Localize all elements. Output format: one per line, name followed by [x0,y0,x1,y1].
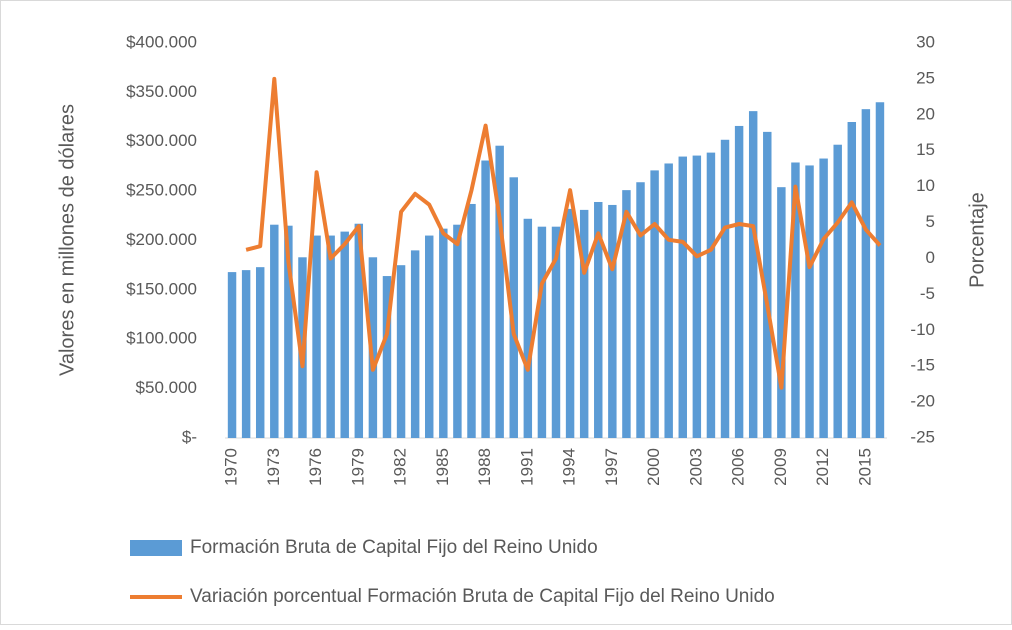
bar [594,201,603,438]
legend-label: Variación porcentual Formación Bruta de … [190,586,775,607]
line [245,76,882,390]
bar [734,125,744,438]
bar [622,190,631,438]
y2-tick-label: -5 [920,284,935,303]
bar [425,235,434,438]
x-tick-label: 1991 [517,448,536,486]
bar [354,223,364,438]
bar [565,208,575,438]
bar [467,203,476,438]
bar [819,158,828,438]
bar [861,109,871,438]
y-tick-label: $250.000 [126,181,197,200]
x-tick-label: 2012 [813,448,832,486]
bar [791,162,800,439]
bar [481,160,490,438]
x-tick-label: 2003 [686,448,705,486]
y2-tick-label: 20 [916,104,935,123]
x-tick-label: 1976 [306,448,325,486]
bar [875,102,885,438]
bar [439,228,448,438]
bar [270,224,279,438]
y-tick-label: $350.000 [126,82,197,101]
y-tick-label: $400.000 [126,32,197,51]
bar [748,111,758,438]
bar [340,231,349,438]
bar [706,152,716,439]
bar [396,265,406,438]
bar [509,177,518,439]
bar [692,155,702,438]
x-tick-label: 1994 [560,448,579,486]
bar [382,276,392,438]
y2-tick-label: 15 [916,140,935,159]
x-tick-label: 1979 [348,448,367,486]
y-tick-label: $300.000 [126,131,197,150]
y2-tick-label: -15 [910,356,935,375]
bar [227,272,237,438]
y2-tick-label: 10 [916,176,935,195]
bar [763,131,772,438]
y-tick-label: $- [182,427,197,446]
y2-tick-label: 5 [926,212,935,231]
bar [664,163,673,438]
x-tick-label: 1973 [264,448,283,486]
y-tick-label: $50.000 [136,378,197,397]
legend-label: Formación Bruta de Capital Fijo del Rein… [190,537,598,558]
x-tick-label: 2000 [644,448,663,486]
bar [805,165,814,438]
y2-tick-label: -10 [910,320,935,339]
y2-tick-label: 30 [916,32,935,51]
y2-tick-label: -25 [910,427,935,446]
bar [678,156,687,438]
y-tick-label: $100.000 [126,329,197,348]
bar [847,122,857,438]
bar [453,224,462,438]
bar [255,267,265,438]
x-tick-label: 1985 [433,448,452,486]
bar [326,235,335,438]
bar [650,170,659,438]
x-tick-label: 2015 [855,448,874,486]
x-tick-label: 2006 [729,448,748,486]
x-tick-label: 1982 [391,448,410,486]
bar [312,235,321,438]
bar [368,257,378,438]
bar [551,226,561,438]
bar [284,225,293,438]
bar [241,270,251,438]
bar [720,139,730,438]
bar [495,145,504,438]
bar [636,182,645,438]
bar [608,204,617,438]
bar [579,209,589,438]
y-axis-title: Valores en millones de dólares [56,104,78,376]
x-tick-label: 1988 [475,448,494,486]
y2-axis-title: Porcentaje [966,192,988,288]
bar [833,144,842,438]
bar [523,218,533,438]
x-tick-label: 1997 [602,448,621,486]
x-tick-label: 2009 [771,448,790,486]
bar [410,250,420,438]
bar [537,226,547,438]
bar [777,187,786,438]
legend-swatch [130,540,182,556]
x-tick-label: 1970 [222,448,241,486]
y2-tick-label: 25 [916,68,935,87]
y-tick-label: $200.000 [126,230,197,249]
y2-tick-label: 0 [926,248,935,267]
y2-tick-label: -20 [910,392,935,411]
y-tick-label: $150.000 [126,279,197,298]
